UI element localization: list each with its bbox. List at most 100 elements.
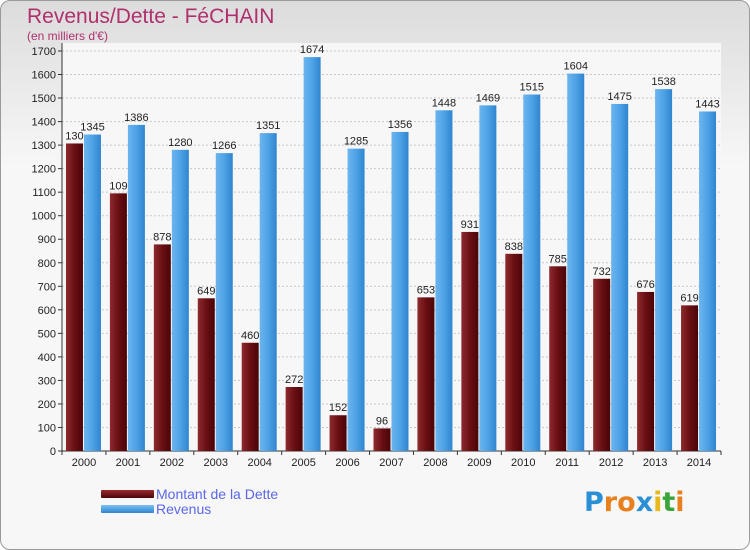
data-label-debt: 152 <box>329 402 347 414</box>
bar-revenue <box>523 94 541 451</box>
data-label-debt: 649 <box>197 285 215 297</box>
bar-debt <box>197 298 215 451</box>
bar-debt <box>417 297 435 451</box>
x-tick-label: 2012 <box>599 457 623 469</box>
y-tick-label: 600 <box>38 305 56 317</box>
logo-letter: x <box>635 487 654 518</box>
data-label-debt: 838 <box>505 241 523 253</box>
data-label-debt: 878 <box>153 231 171 243</box>
x-tick-label: 2007 <box>379 457 403 469</box>
data-label-revenue: 1386 <box>124 112 148 124</box>
data-label-revenue: 1280 <box>168 137 192 149</box>
bar-revenue <box>215 153 233 451</box>
logo-letter: i <box>653 487 663 518</box>
x-tick-label: 2009 <box>467 457 491 469</box>
y-tick-label: 700 <box>38 281 56 293</box>
data-label-debt: 130 <box>65 130 83 142</box>
data-label-revenue: 1538 <box>651 76 675 88</box>
y-tick-label: 1600 <box>32 70 56 82</box>
bar-debt <box>593 278 611 451</box>
data-label-debt: 619 <box>680 292 698 304</box>
bar-debt <box>637 291 655 451</box>
y-tick-label: 1500 <box>32 93 56 105</box>
bar-revenue <box>391 131 409 452</box>
data-label-debt: 676 <box>636 279 654 291</box>
chart-title: Revenus/Dette - FéCHAIN <box>27 5 275 28</box>
x-tick-label: 2006 <box>335 457 359 469</box>
y-tick-label: 0 <box>50 446 56 458</box>
bar-debt <box>285 387 303 451</box>
bar-debt <box>241 342 259 451</box>
x-tick-label: 2013 <box>643 457 667 469</box>
data-label-debt: 653 <box>417 284 435 296</box>
y-tick-label: 1000 <box>32 211 56 223</box>
data-label-debt: 931 <box>461 219 479 231</box>
logo-letter: r <box>603 487 618 518</box>
bar-revenue <box>655 89 673 451</box>
x-tick-label: 2003 <box>204 457 228 469</box>
data-label-revenue: 1345 <box>80 122 104 134</box>
x-tick-label: 2002 <box>160 457 184 469</box>
bar-debt <box>329 415 347 451</box>
x-tick-label: 2014 <box>687 457 711 469</box>
chart-unit-label: (en milliers d'€) <box>27 29 108 43</box>
x-tick-label: 2011 <box>555 457 579 469</box>
data-label-revenue: 1674 <box>300 44 324 56</box>
bar-debt <box>461 231 479 451</box>
logo-letter: i <box>675 487 685 518</box>
bar-revenue <box>567 73 585 452</box>
bar-debt <box>505 253 523 451</box>
data-label-debt: 460 <box>241 330 259 342</box>
x-tick-label: 2000 <box>72 457 96 469</box>
bar-debt <box>153 244 171 451</box>
bar-revenue <box>347 148 365 451</box>
y-tick-label: 200 <box>38 399 56 411</box>
y-tick-label: 900 <box>38 234 56 246</box>
data-label-revenue: 1285 <box>344 136 368 148</box>
data-label-debt: 272 <box>285 374 303 386</box>
bar-revenue <box>259 133 277 451</box>
bar-debt <box>373 428 391 451</box>
data-label-debt: 96 <box>376 415 388 427</box>
y-tick-label: 1300 <box>32 140 56 152</box>
logo-letter: t <box>662 487 676 518</box>
legend-swatch-revenue <box>101 505 154 513</box>
y-tick-label: 300 <box>38 375 56 387</box>
bar-revenue <box>171 149 189 451</box>
data-label-revenue: 1475 <box>607 91 631 103</box>
bar-revenue <box>611 103 629 452</box>
data-label-debt: 109 <box>109 180 127 192</box>
data-label-revenue: 1469 <box>476 92 500 104</box>
x-tick-label: 2005 <box>291 457 315 469</box>
x-tick-label: 2008 <box>423 457 447 469</box>
data-label-revenue: 1604 <box>563 61 587 73</box>
bar-debt <box>65 143 83 451</box>
legend-label-revenue: Revenus <box>156 501 212 517</box>
data-label-revenue: 1443 <box>695 98 719 110</box>
legend-label-debt: Montant de la Dette <box>156 486 279 502</box>
y-tick-label: 100 <box>38 422 56 434</box>
data-label-debt: 785 <box>549 253 567 265</box>
data-label-revenue: 1266 <box>212 140 236 152</box>
bar-debt <box>109 193 127 451</box>
bar-revenue <box>127 124 145 451</box>
y-tick-label: 1700 <box>32 46 56 58</box>
bar-debt <box>549 266 567 451</box>
y-tick-label: 1400 <box>32 117 56 129</box>
bar-revenue <box>303 57 321 451</box>
x-tick-label: 2010 <box>511 457 535 469</box>
data-label-revenue: 1448 <box>432 97 456 109</box>
bar-revenue <box>435 110 453 451</box>
y-tick-label: 1200 <box>32 164 56 176</box>
data-label-revenue: 1356 <box>388 119 412 131</box>
proxiti-logo: Proxiti <box>584 487 685 518</box>
bar-revenue <box>479 105 497 452</box>
x-tick-label: 2001 <box>116 457 140 469</box>
x-tick-label: 2004 <box>247 457 271 469</box>
logo-letter: o <box>617 487 636 518</box>
y-tick-label: 400 <box>38 352 56 364</box>
bar-revenue <box>83 134 101 451</box>
y-tick-label: 800 <box>38 258 56 270</box>
